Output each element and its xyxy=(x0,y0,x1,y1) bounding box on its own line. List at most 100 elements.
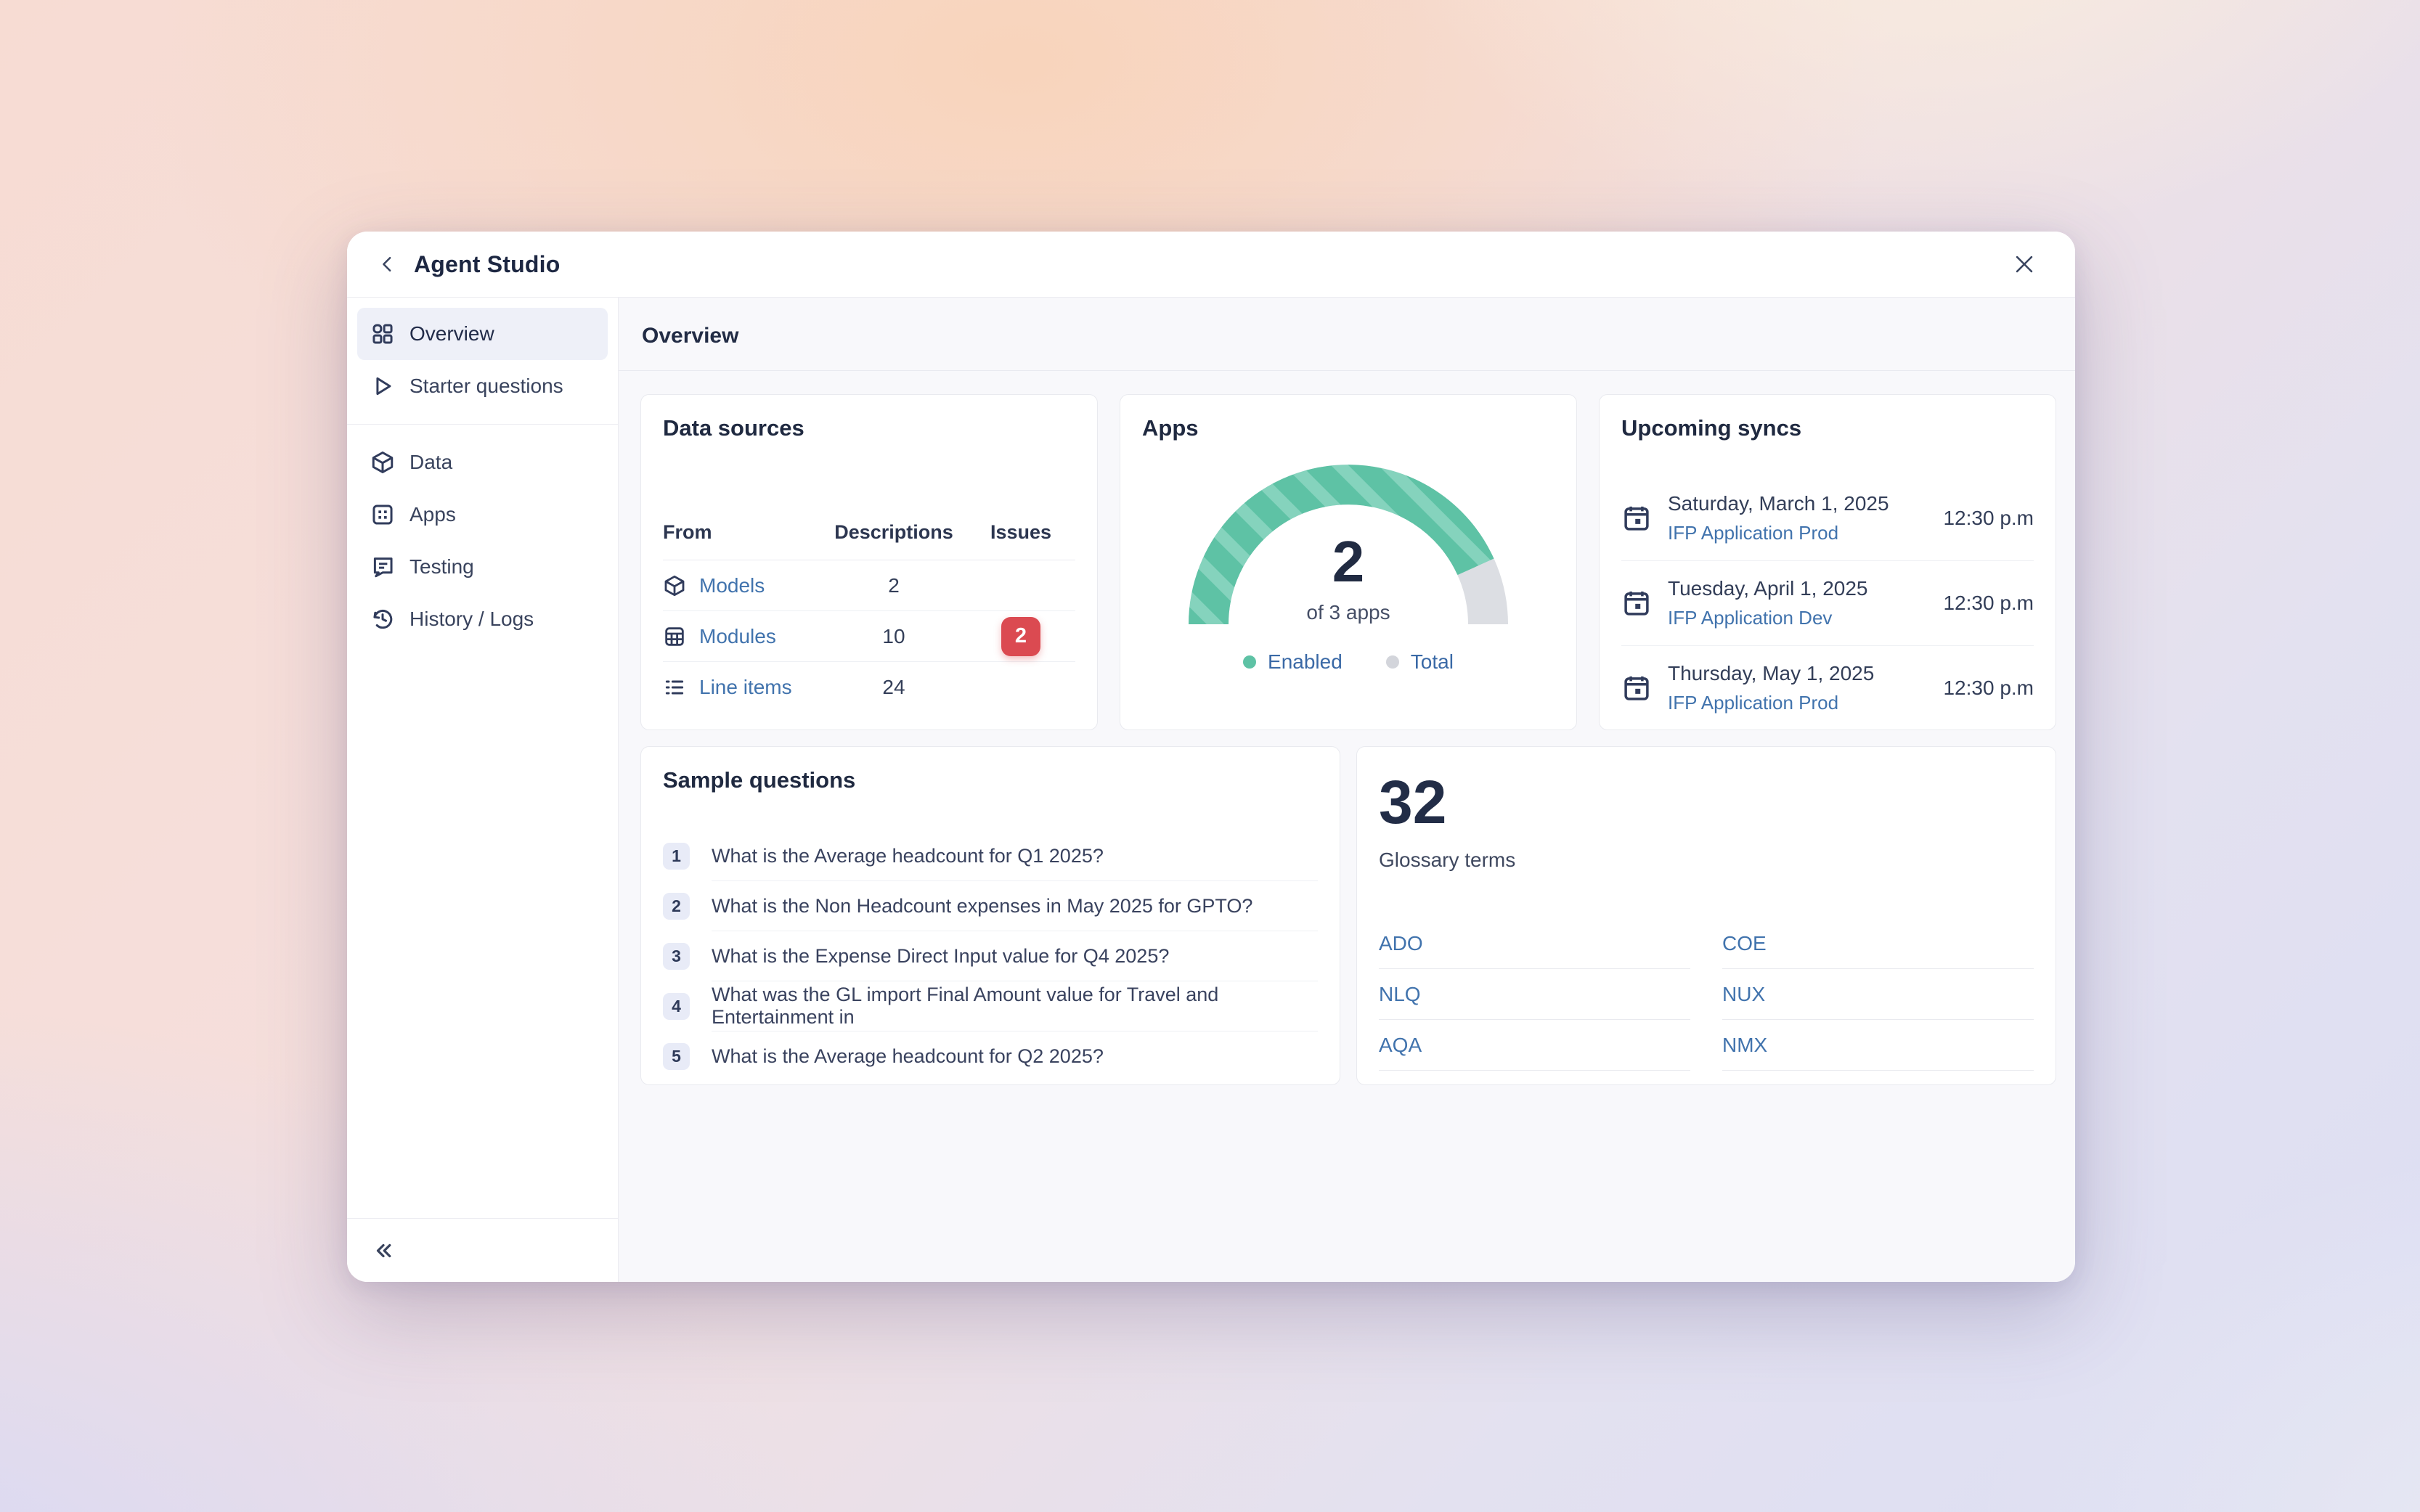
sidebar-item-overview[interactable]: Overview xyxy=(357,308,608,360)
glossary-count: 32 xyxy=(1379,768,1447,836)
table-header-row: From Descriptions Issues xyxy=(663,521,1075,560)
question-row[interactable]: 5 What is the Average headcount for Q2 2… xyxy=(663,1031,1318,1082)
sidebar-item-label: Data xyxy=(410,451,453,473)
sync-date: Saturday, March 1, 2025 xyxy=(1668,492,1889,515)
calendar-icon xyxy=(1624,676,1649,700)
question-number-badge: 5 xyxy=(663,1043,690,1070)
data-sources-card: Data sources From Descriptions Issues Mo xyxy=(640,394,1098,730)
legend-enabled[interactable]: Enabled xyxy=(1243,650,1343,674)
sidebar-item-history-logs[interactable]: History / Logs xyxy=(357,593,608,645)
glossary-term-link[interactable]: COE xyxy=(1722,918,2034,969)
sync-app-link[interactable]: IFP Application Prod xyxy=(1668,522,1839,544)
legend-total[interactable]: Total xyxy=(1385,650,1454,674)
content-area: Overview Data sources From Descriptions … xyxy=(619,298,2075,1282)
sidebar-item-label: Starter questions xyxy=(410,375,563,397)
gauge-arc xyxy=(1189,465,1508,625)
glossary-card: 32 Glossary terms ADO COE NLQ NUX AQA NM… xyxy=(1356,746,2056,1085)
glossary-term-link[interactable]: NUX xyxy=(1722,969,2034,1020)
gauge-value: 2 xyxy=(1332,529,1365,594)
question-text: What was the GL import Final Amount valu… xyxy=(712,981,1318,1031)
table-row-line-items: Line items 24 xyxy=(663,662,1075,713)
gauge-legend: Enabled Total xyxy=(1120,650,1576,674)
play-icon xyxy=(376,377,391,396)
sync-time: 12:30 p.m xyxy=(1943,592,2034,614)
question-row[interactable]: 1 What is the Average headcount for Q1 2… xyxy=(663,831,1318,881)
question-number-badge: 1 xyxy=(663,843,690,870)
sync-row: Saturday, March 1, 2025 IFP Application … xyxy=(1621,476,2034,561)
history-clock-icon xyxy=(373,610,393,629)
glossary-term-link[interactable]: ADO xyxy=(1379,918,1690,969)
legend-label: Enabled xyxy=(1268,650,1343,673)
modules-link[interactable]: Modules xyxy=(699,624,776,647)
card-title: Apps xyxy=(1142,415,1199,441)
cube-icon xyxy=(664,575,685,596)
sync-date: Tuesday, April 1, 2025 xyxy=(1668,577,1868,600)
line-items-descriptions-count: 24 xyxy=(882,676,905,698)
list-icon xyxy=(665,680,684,695)
chat-icon xyxy=(373,557,393,578)
modal-header: Agent Studio xyxy=(347,232,2075,298)
upcoming-syncs-card: Upcoming syncs Saturday, March 1, 2025 I… xyxy=(1599,394,2056,730)
sidebar-item-label: History / Logs xyxy=(410,608,534,630)
modules-issues-badge[interactable]: 2 xyxy=(1001,616,1040,656)
glossary-term-link[interactable]: NMX xyxy=(1722,1020,2034,1071)
table-row-modules: Modules 10 2 xyxy=(663,611,1075,662)
sidebar-item-label: Testing xyxy=(410,555,474,578)
glossary-label: Glossary terms xyxy=(1379,849,1516,871)
double-chevron-left-icon xyxy=(376,1243,391,1257)
sidebar-item-starter-questions[interactable]: Starter questions xyxy=(357,360,608,412)
cube-icon xyxy=(372,451,394,473)
question-text: What is the Average headcount for Q2 202… xyxy=(712,1045,1104,1067)
question-row[interactable]: 4 What was the GL import Final Amount va… xyxy=(663,981,1318,1031)
sample-questions-card: Sample questions 1 What is the Average h… xyxy=(640,746,1340,1085)
sync-time: 12:30 p.m xyxy=(1943,677,2034,699)
modules-descriptions-count: 10 xyxy=(882,624,905,647)
agent-studio-modal: Agent Studio Overview Starter questions … xyxy=(347,232,2075,1282)
glossary-term-link[interactable]: NLQ xyxy=(1379,969,1690,1020)
apps-card: Apps xyxy=(1120,394,1577,730)
glossary-term-link[interactable]: AQA xyxy=(1379,1020,1690,1071)
question-row[interactable]: 2 What is the Non Headcount expenses in … xyxy=(663,881,1318,931)
sidebar-collapse-button[interactable] xyxy=(364,1232,402,1270)
page-title: Overview xyxy=(619,298,2075,371)
sidebar-item-label: Apps xyxy=(410,503,456,526)
question-text: What is the Average headcount for Q1 202… xyxy=(712,831,1318,881)
close-button[interactable] xyxy=(2005,245,2043,283)
sidebar-item-apps[interactable]: Apps xyxy=(357,489,608,541)
column-header-issues: Issues xyxy=(990,521,1052,543)
sidebar-item-data[interactable]: Data xyxy=(357,436,608,489)
data-sources-table: From Descriptions Issues Models 2 xyxy=(663,521,1075,713)
enabled-dot-icon xyxy=(1243,655,1257,669)
models-link[interactable]: Models xyxy=(699,573,765,597)
column-header-descriptions: Descriptions xyxy=(834,521,953,543)
card-title: Data sources xyxy=(663,415,804,441)
sidebar: Overview Starter questions Data Apps Tes… xyxy=(347,298,619,1282)
sync-app-link[interactable]: IFP Application Dev xyxy=(1668,607,1833,629)
calendar-icon xyxy=(1624,591,1649,616)
modal-body: Overview Starter questions Data Apps Tes… xyxy=(347,298,2075,1282)
question-row[interactable]: 3 What is the Expense Direct Input value… xyxy=(663,931,1318,981)
close-icon xyxy=(2016,256,2033,273)
glossary-terms-grid: ADO COE NLQ NUX AQA NMX xyxy=(1379,918,2034,1071)
gauge-subtitle: of 3 apps xyxy=(1306,601,1390,624)
card-title: Upcoming syncs xyxy=(1621,415,1802,441)
back-button[interactable] xyxy=(369,245,407,283)
apps-gauge: 2 of 3 apps Enabled Total xyxy=(1120,395,1576,730)
back-chevron-icon xyxy=(383,257,391,271)
question-text: What is the Non Headcount expenses in Ma… xyxy=(712,881,1318,931)
column-header-from: From xyxy=(663,521,712,543)
sync-app-link[interactable]: IFP Application Prod xyxy=(1668,692,1839,714)
cards-row-1: Data sources From Descriptions Issues Mo xyxy=(640,394,2056,730)
sidebar-footer xyxy=(347,1218,618,1282)
app-title: Agent Studio xyxy=(414,250,561,277)
sync-row: Tuesday, April 1, 2025 IFP Application D… xyxy=(1621,561,2034,646)
sample-questions-list: 1 What is the Average headcount for Q1 2… xyxy=(663,831,1318,1082)
sync-list: Saturday, March 1, 2025 IFP Application … xyxy=(1621,476,2034,730)
sync-date: Thursday, May 1, 2025 xyxy=(1668,662,1875,685)
table-icon xyxy=(665,626,684,646)
models-descriptions-count: 2 xyxy=(888,573,900,597)
sidebar-item-testing[interactable]: Testing xyxy=(357,541,608,593)
apps-grid-icon xyxy=(372,504,393,525)
sidebar-item-label: Overview xyxy=(410,322,494,345)
line-items-link[interactable]: Line items xyxy=(699,676,792,698)
